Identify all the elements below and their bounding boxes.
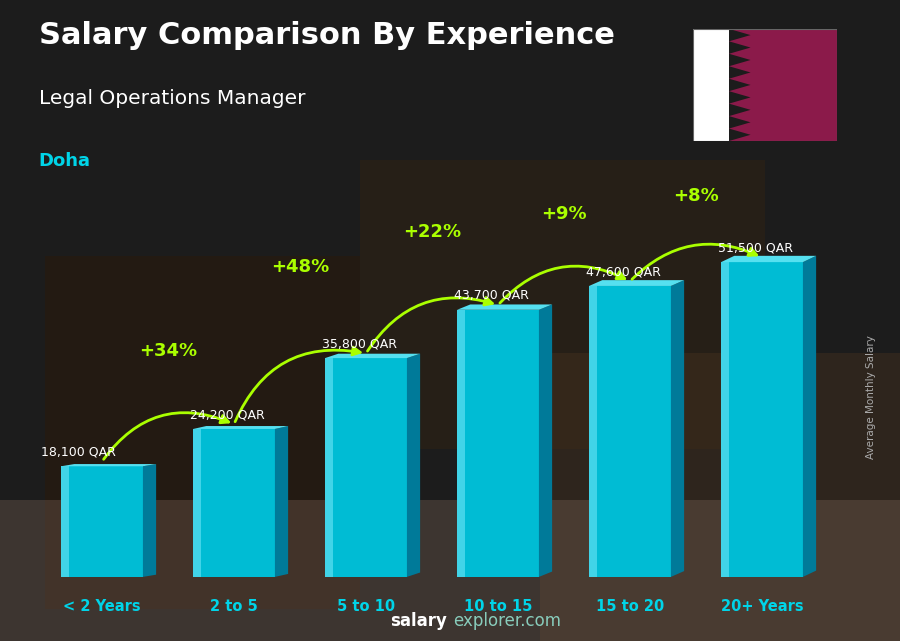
Polygon shape <box>693 29 729 141</box>
Polygon shape <box>729 29 837 141</box>
Text: +8%: +8% <box>673 187 719 206</box>
Polygon shape <box>457 310 465 577</box>
Polygon shape <box>61 466 143 577</box>
Bar <box>0 500 900 641</box>
Polygon shape <box>143 464 156 577</box>
Text: 20+ Years: 20+ Years <box>721 599 804 614</box>
Text: +9%: +9% <box>541 205 587 223</box>
Text: salary: salary <box>391 612 447 630</box>
Text: 18,100 QAR: 18,100 QAR <box>40 445 116 458</box>
Text: 10 to 15: 10 to 15 <box>464 599 532 614</box>
Polygon shape <box>590 286 670 577</box>
Polygon shape <box>61 464 156 466</box>
Text: Doha: Doha <box>39 153 91 171</box>
Polygon shape <box>721 262 803 577</box>
Bar <box>540 353 900 641</box>
Polygon shape <box>670 280 684 577</box>
Text: Average Monthly Salary: Average Monthly Salary <box>866 335 877 460</box>
Polygon shape <box>194 429 274 577</box>
Text: +34%: +34% <box>139 342 197 360</box>
Polygon shape <box>325 358 407 577</box>
Polygon shape <box>590 286 597 577</box>
Bar <box>45 256 360 609</box>
Bar <box>360 160 765 449</box>
Text: 35,800 QAR: 35,800 QAR <box>322 337 397 350</box>
Polygon shape <box>457 304 552 310</box>
Text: +22%: +22% <box>403 222 461 240</box>
Text: Legal Operations Manager: Legal Operations Manager <box>39 89 305 108</box>
Text: 24,200 QAR: 24,200 QAR <box>190 408 265 421</box>
Text: 5 to 10: 5 to 10 <box>337 599 395 614</box>
Polygon shape <box>274 426 288 577</box>
Text: explorer.com: explorer.com <box>453 612 561 630</box>
Polygon shape <box>590 280 684 286</box>
Polygon shape <box>61 466 69 577</box>
Polygon shape <box>539 304 552 577</box>
Text: 2 to 5: 2 to 5 <box>210 599 258 614</box>
Polygon shape <box>721 256 816 262</box>
Polygon shape <box>325 354 420 358</box>
Text: 47,600 QAR: 47,600 QAR <box>586 265 661 278</box>
Text: < 2 Years: < 2 Years <box>63 599 140 614</box>
Polygon shape <box>194 429 201 577</box>
Text: +48%: +48% <box>271 258 329 276</box>
Polygon shape <box>457 310 539 577</box>
Text: 15 to 20: 15 to 20 <box>596 599 664 614</box>
Polygon shape <box>721 262 729 577</box>
Text: 43,700 QAR: 43,700 QAR <box>454 289 529 302</box>
Text: Salary Comparison By Experience: Salary Comparison By Experience <box>39 21 615 50</box>
Polygon shape <box>194 426 288 429</box>
Polygon shape <box>325 358 333 577</box>
Polygon shape <box>407 354 420 577</box>
Polygon shape <box>803 256 816 577</box>
Text: 51,500 QAR: 51,500 QAR <box>718 241 793 254</box>
